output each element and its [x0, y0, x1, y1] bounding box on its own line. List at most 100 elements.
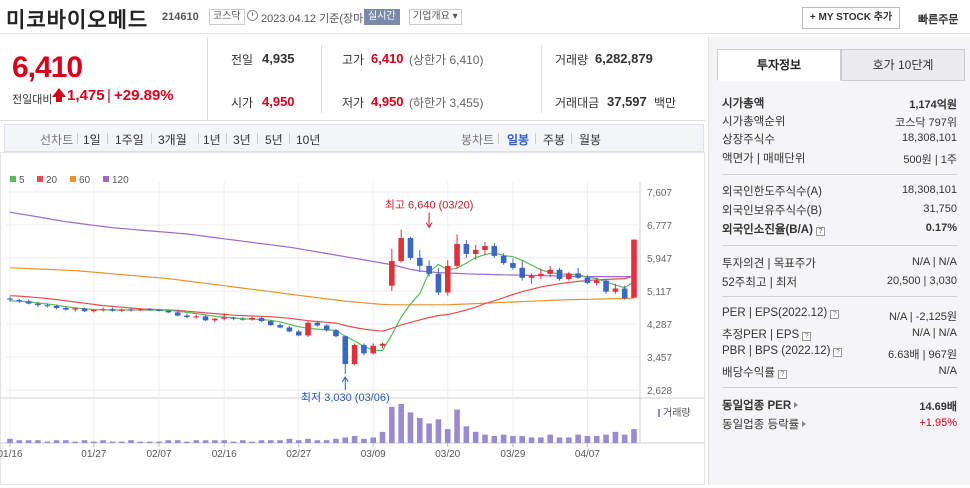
period-3y[interactable]: 3년 — [233, 133, 251, 147]
volume-bar — [519, 436, 526, 443]
prev-close-value: 4,935 — [262, 51, 295, 66]
volume-bar — [566, 437, 572, 443]
volume-bar — [435, 419, 442, 443]
realtime-badge[interactable]: 실시간 — [364, 9, 400, 25]
candle-body — [165, 310, 172, 313]
candle-body — [258, 317, 265, 322]
candle-weekly[interactable]: 주봉 — [543, 133, 566, 147]
volume-bar — [146, 441, 153, 443]
help-icon[interactable]: ? — [830, 310, 840, 319]
y-tick-label: 5,117 — [647, 287, 672, 298]
volume-bar — [556, 437, 563, 443]
amount-label: 거래대금 — [555, 96, 600, 110]
tab-orderbook[interactable]: 호가 10단계 — [841, 49, 965, 81]
info-row-label: 동일업종 PER — [722, 397, 799, 413]
stock-header: 미코바이오메드 214610 코스닥 2023.04.12 기준(장마감) 실시… — [0, 0, 970, 34]
caret-right-icon[interactable] — [802, 421, 807, 427]
stock-name: 미코바이오메드 — [6, 9, 149, 32]
volume-bar — [202, 440, 209, 443]
volume-bar — [389, 406, 395, 443]
info-row-value: N/A | -2,125원 — [888, 311, 957, 323]
volume-bar — [491, 436, 498, 443]
amount-unit: 백만 — [654, 96, 677, 110]
candle-body — [72, 308, 78, 310]
divider — [722, 245, 957, 246]
candle-daily[interactable]: 일봉 — [507, 133, 530, 147]
candle-monthly[interactable]: 월봉 — [579, 133, 602, 147]
candle-body — [137, 309, 144, 311]
info-row-value: 20,500 | 3,030 — [886, 275, 957, 287]
volume-bar — [91, 441, 97, 443]
tab-investment-info[interactable]: 투자정보 — [717, 49, 841, 81]
volume-bar — [35, 440, 41, 443]
volume-bar — [631, 429, 637, 443]
period-5y[interactable]: 5년 — [265, 133, 283, 147]
period-1y[interactable]: 1년 — [203, 133, 221, 147]
x-tick-label: 01/27 — [81, 449, 106, 460]
info-tabs: 투자정보 호가 10단계 — [717, 49, 965, 81]
divider — [107, 133, 108, 144]
volume-bar — [267, 440, 274, 443]
volume-bar — [25, 440, 32, 443]
stock-chart[interactable]: 7,607 6,777 5,947 5,117 4,287 3,457 2,628 01/16… — [0, 152, 705, 485]
info-row-label: PER | EPS(2022.12)? — [722, 307, 840, 319]
candle-body — [118, 309, 125, 311]
volume-bar — [193, 440, 200, 443]
volume-label: 거래량 — [555, 53, 589, 67]
stock-code: 214610 — [162, 11, 199, 23]
volume-bar — [361, 438, 367, 443]
info-row-value: 1,174억원 — [909, 99, 957, 111]
volume-bar — [398, 404, 404, 443]
info-row-label: PBR | BPS (2022.12)? — [722, 345, 843, 357]
divider — [226, 133, 227, 144]
chart-period-bar: 선차트 1일 1주일 3개월 1년 3년 5년 10년 봉차트 일봉 주봉 월봉 — [4, 124, 704, 152]
volume-bar — [472, 431, 479, 443]
low-label: 저가 — [342, 96, 365, 110]
candle-body — [389, 261, 395, 286]
volume-bar — [416, 417, 423, 443]
divider — [571, 133, 572, 144]
price-summary: 6,410 전일대비 1,475 | +29.89% 전일 4,935 고가 6… — [0, 37, 705, 121]
legend-swatch — [37, 176, 43, 182]
volume-bar — [174, 440, 181, 443]
candle-body — [295, 331, 302, 336]
help-icon[interactable]: ? — [802, 332, 812, 341]
info-row-label: 동일업종 등락률 — [722, 416, 807, 432]
x-tick-label: 03/29 — [500, 449, 525, 460]
quick-order-button[interactable]: 빠른주문 — [918, 14, 959, 26]
volume-bar — [118, 441, 125, 443]
candle-body — [444, 265, 451, 293]
info-row-label: 시가총액순위 — [722, 116, 786, 128]
price-change-percent: +29.89% — [114, 87, 174, 104]
legend-swatch — [70, 176, 76, 182]
help-icon[interactable]: ? — [815, 227, 825, 236]
volume-bar — [212, 440, 218, 443]
period-10y[interactable]: 10년 — [296, 133, 321, 147]
volume-bar — [277, 440, 283, 443]
candle-body — [277, 325, 283, 328]
period-1d[interactable]: 1일 — [83, 133, 101, 147]
volume-bar — [510, 436, 516, 443]
candle-body — [463, 243, 470, 254]
volume-bar — [221, 440, 228, 443]
volume-bar — [444, 429, 451, 443]
candle-body — [7, 298, 13, 300]
x-tick-label: 01/16 — [0, 449, 23, 460]
company-info-dropdown[interactable]: 기업개요 ▾ — [409, 9, 462, 25]
info-row: 상장주식수 18,308,101 — [722, 131, 957, 149]
caret-right-icon[interactable] — [794, 402, 799, 408]
period-1w[interactable]: 1주일 — [115, 133, 144, 147]
candle-body — [25, 301, 32, 304]
candle-body — [305, 322, 311, 336]
help-icon[interactable]: ? — [833, 348, 843, 357]
x-tick-label: 04/07 — [575, 449, 600, 460]
candle-body — [575, 273, 581, 278]
volume-bar — [16, 440, 23, 443]
add-mystock-button[interactable]: + MY STOCK 추가 — [802, 7, 900, 29]
help-icon[interactable]: ? — [777, 370, 787, 379]
x-tick-label: 03/20 — [435, 449, 460, 460]
line-chart-label: 선차트 — [40, 133, 74, 147]
candle-body — [416, 257, 423, 266]
ma60-line — [9, 267, 635, 306]
period-3m[interactable]: 3개월 — [158, 133, 187, 147]
